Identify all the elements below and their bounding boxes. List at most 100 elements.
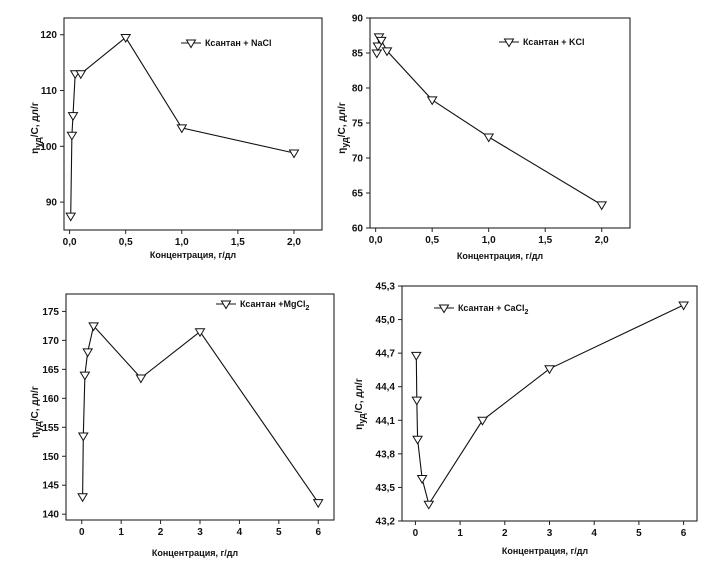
x-tick-label: 3 [547,528,553,539]
x-tick-label: 5 [636,528,642,539]
data-point-marker [372,42,384,52]
data-point-marker [65,212,77,222]
y-tick-label: 120 [40,30,57,41]
series-line [82,324,319,503]
y-axis-label: ηуд/C, дл/г [354,378,367,430]
plot-frame [65,293,335,521]
x-tick-label: 0,5 [425,235,439,246]
legend-text: Ксантан +MgCl [240,299,306,309]
x-tick-label: 1 [118,527,124,538]
legend-label: Ксантан +MgCl2 [240,299,310,312]
data-point-marker [544,365,555,375]
data-point-marker [477,416,488,426]
x-tick-label: 2,0 [595,235,609,246]
data-point-marker [75,70,87,80]
y-label-sub: уд [340,137,350,148]
plot-frame [369,17,631,229]
y-tick-label: 170 [42,336,59,347]
y-axis-label: ηуд/C, дл/г [30,386,43,438]
y-label-text: /C, дл/г [354,378,365,413]
y-label-eta: η [337,148,348,154]
x-tick-label: 0,5 [119,237,133,248]
data-point-marker [426,96,438,106]
chart-panel-cacl2: 0 1 2 3 4 5 643,243,543,844,144,444,745,045,3 … [354,282,698,556]
data-point-marker [288,149,300,159]
svg-text:ηуд/C, дл/г: ηуд/C, дл/г [30,386,43,438]
chart-panel-nacl: 0,0 0,5 1,0 1,5 2,0 90 100 110 120 Ксантан + NaC… [30,17,323,260]
y-label-eta: η [30,148,41,154]
x-tick-label: 1 [457,528,463,539]
y-tick-label: 150 [42,452,59,463]
x-tick-label: 3 [197,527,203,538]
y-label-eta: η [30,432,41,438]
y-tick-label: 145 [42,481,59,492]
y-label-text: /C, дл/г [30,102,41,137]
x-tick-label: 4 [237,527,243,538]
y-tick-label: 85 [352,49,364,60]
legend-label: Ксантан + KCl [523,37,585,47]
x-tick-label: 0,0 [63,237,77,248]
data-point-marker [411,396,423,406]
data-point-marker [371,49,383,59]
data-point-marker [135,374,147,384]
y-tick-label: 45,3 [376,282,396,293]
x-tick-label: 1,5 [231,237,245,248]
x-tick-label: 0 [79,527,85,538]
y-tick-label: 110 [41,86,58,97]
y-tick-label: 75 [352,119,364,130]
x-axis-label: Концентрация, г/дл [150,250,237,260]
data-point-marker [312,499,324,509]
data-point-marker [381,47,393,57]
x-axis-label: Концентрация, г/дл [152,548,239,558]
legend-marker [503,38,515,48]
series-markers [65,34,300,222]
data-point-marker [375,36,387,46]
x-axis-label: Концентрация, г/дл [457,251,544,261]
y-tick-label: 70 [352,154,364,165]
axis-ticks: 0,0 0,5 1,0 1,5 2,0 90 100 110 120 [40,30,301,248]
axis-ticks: 0 1 2 3 4 5 6 140 145 150 155 160 165 170 175 [42,307,321,538]
y-tick-label: 65 [352,189,364,200]
data-point-marker [194,328,206,338]
svg-text:ηуд/C, дл/г: ηуд/C, дл/г [354,378,367,430]
legend-label: Ксантан + CaCl2 [458,303,529,316]
y-axis-label: ηуд/C, дл/г [30,102,43,154]
y-tick-label: 60 [352,224,364,235]
legend-marker [185,39,197,49]
y-axis-label: ηуд/C, дл/г [337,102,350,154]
y-tick-label: 43,8 [376,449,396,460]
svg-text:ηуд/C, дл/г: ηуд/C, дл/г [337,102,350,154]
y-tick-label: 90 [46,198,58,209]
data-point-marker [416,475,428,484]
legend-marker [438,304,450,314]
x-tick-label: 1,0 [175,237,189,248]
svg-text:ηуд/C, дл/г: ηуд/C, дл/г [30,102,43,154]
y-tick-label: 44,4 [376,382,396,393]
y-tick-label: 100 [40,142,57,153]
y-label-sub: уд [357,413,367,424]
y-label-sub: уд [33,137,43,148]
data-point-marker [77,432,89,442]
legend-subscript: 2 [525,309,529,316]
x-tick-label: 4 [591,528,597,539]
series-line [376,35,602,206]
data-point-marker [423,500,435,510]
y-label-eta: η [354,424,365,430]
data-point-marker [120,34,132,43]
y-tick-label: 175 [42,307,59,318]
series-markers [77,322,324,509]
x-tick-label: 2,0 [287,237,301,248]
series-markers [410,301,689,510]
y-tick-label: 155 [42,423,59,434]
y-tick-label: 43,2 [376,517,396,528]
data-point-marker [678,301,689,311]
y-tick-label: 44,1 [376,416,396,427]
y-tick-label: 45,0 [376,315,396,326]
data-point-marker [596,201,608,211]
y-tick-label: 43,5 [376,483,396,494]
data-point-marker [66,131,78,141]
legend-marker [220,300,232,310]
x-tick-label: 1,5 [538,235,552,246]
x-tick-label: 6 [681,528,687,539]
